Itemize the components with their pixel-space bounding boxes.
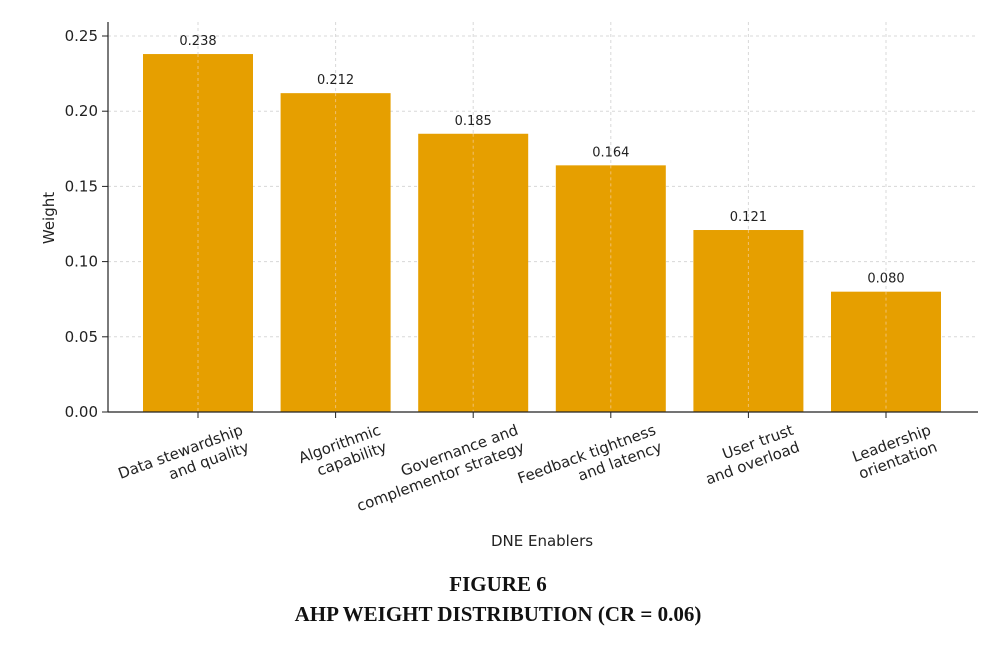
axes (102, 22, 978, 418)
bar-value-label: 0.238 (179, 34, 216, 49)
bar-value-label: 0.080 (867, 272, 904, 287)
y-axis-title: Weight (40, 192, 58, 244)
y-tick-label: 0.20 (65, 102, 98, 120)
y-tick-labels: 0.00 0.05 0.10 0.15 0.20 0.25 (65, 27, 98, 421)
bar-value-label: 0.121 (730, 210, 767, 225)
y-tick-label: 0.00 (65, 403, 98, 421)
x-axis-title: DNE Enablers (491, 532, 593, 550)
y-tick-label: 0.05 (65, 328, 98, 346)
value-labels: 0.238 0.212 0.185 0.164 0.121 0.080 (179, 34, 904, 287)
figure-title: AHP WEIGHT DISTRIBUTION (CR = 0.06) (294, 602, 702, 626)
y-tick-label: 0.15 (65, 177, 98, 195)
bar-value-label: 0.185 (455, 114, 492, 129)
bar-value-label: 0.212 (317, 73, 354, 88)
bar (143, 54, 253, 412)
bar-value-label: 0.164 (592, 145, 629, 160)
y-tick-label: 0.25 (65, 27, 98, 45)
bars (143, 54, 941, 412)
y-tick-label: 0.10 (65, 253, 98, 271)
figure-number: FIGURE 6 (449, 572, 547, 596)
